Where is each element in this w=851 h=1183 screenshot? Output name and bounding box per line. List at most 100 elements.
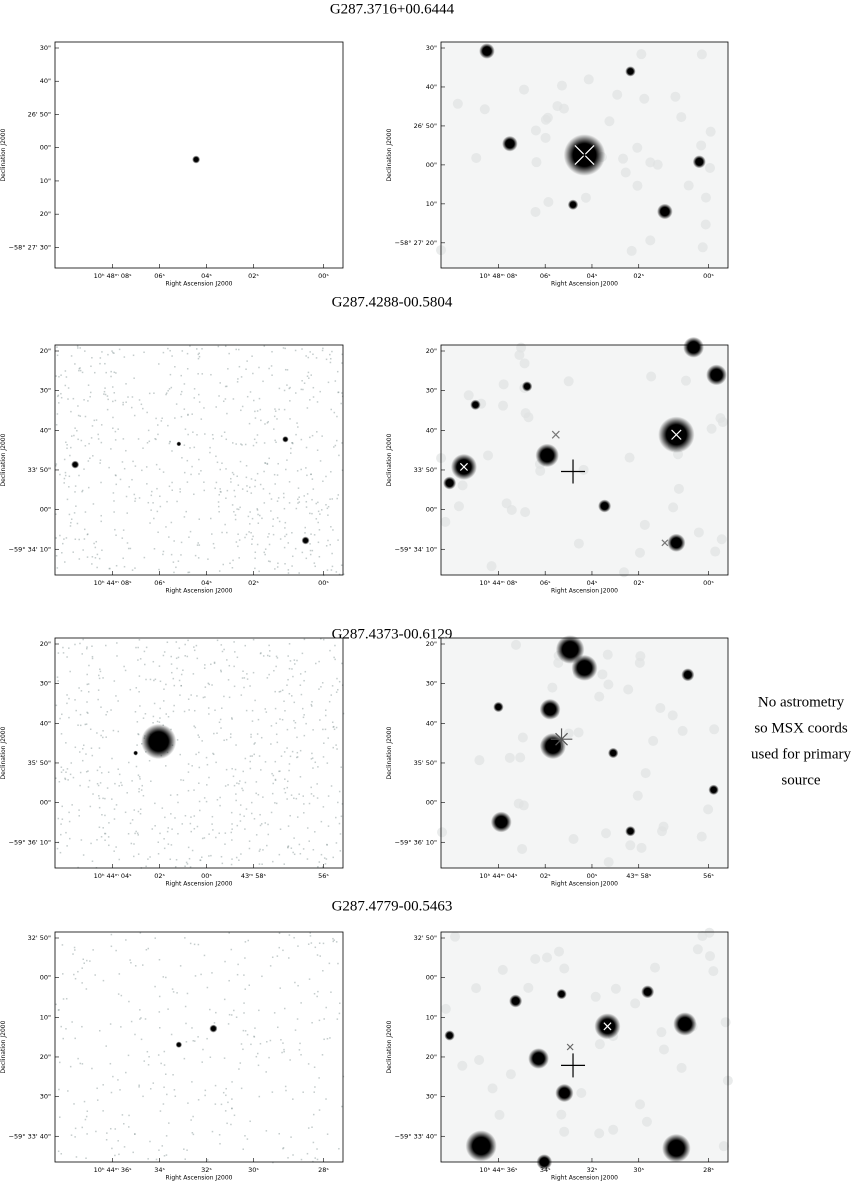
noise xyxy=(147,1064,150,1066)
faint-source xyxy=(636,842,647,853)
noise xyxy=(335,941,338,943)
noise xyxy=(271,350,273,353)
noise xyxy=(209,1056,212,1058)
y-tick-label: 20" xyxy=(40,1053,51,1061)
faint-source xyxy=(594,691,605,702)
noise xyxy=(312,1141,315,1144)
noise xyxy=(238,782,240,785)
noise xyxy=(269,965,272,967)
noise xyxy=(102,730,104,732)
noise xyxy=(148,392,151,395)
noise xyxy=(87,786,90,788)
noise xyxy=(249,767,252,770)
source xyxy=(555,1083,574,1103)
noise xyxy=(118,773,121,776)
noise xyxy=(231,828,233,830)
noise xyxy=(153,392,155,394)
noise xyxy=(302,716,305,719)
noise xyxy=(133,855,135,858)
noise xyxy=(137,733,140,736)
faint-source xyxy=(594,1039,605,1050)
faint-source xyxy=(471,983,482,994)
faint-source xyxy=(556,80,567,91)
noise xyxy=(184,643,186,646)
noise xyxy=(301,652,304,655)
noise xyxy=(228,1013,231,1016)
source xyxy=(444,1030,455,1041)
faint-source xyxy=(658,1044,669,1055)
noise xyxy=(273,473,276,476)
noise xyxy=(141,469,143,472)
noise xyxy=(283,700,285,703)
noise xyxy=(321,349,324,352)
noise xyxy=(320,820,323,823)
faint-source xyxy=(677,725,688,736)
noise xyxy=(251,720,254,722)
noise xyxy=(70,355,73,357)
noise xyxy=(184,814,187,817)
y-tick-label: 20" xyxy=(40,640,51,648)
faint-source xyxy=(676,1062,687,1073)
noise xyxy=(122,438,125,440)
noise xyxy=(300,388,303,391)
noise xyxy=(76,522,79,525)
noise xyxy=(311,512,313,515)
noise xyxy=(81,747,84,750)
noise xyxy=(74,427,76,429)
noise xyxy=(215,455,217,458)
x-tick-label: 00ˢ xyxy=(201,872,212,880)
noise xyxy=(66,444,68,446)
noise xyxy=(99,782,102,784)
faint-source xyxy=(670,91,681,102)
noise xyxy=(121,461,124,463)
source xyxy=(301,536,310,545)
faint-source xyxy=(568,833,579,844)
noise xyxy=(104,387,106,389)
noise xyxy=(248,422,251,425)
y-tick-label: 30" xyxy=(40,387,51,395)
noise xyxy=(87,683,90,685)
noise xyxy=(72,776,75,779)
noise xyxy=(193,649,196,652)
noise xyxy=(180,390,183,393)
noise xyxy=(309,436,311,439)
noise xyxy=(189,942,192,945)
faint-source xyxy=(635,1099,646,1110)
noise xyxy=(312,1113,315,1116)
noise xyxy=(172,1074,174,1076)
noise xyxy=(92,503,95,505)
y-tick-label: 40" xyxy=(426,426,437,434)
noise xyxy=(329,353,331,356)
y-tick-label: −58° 27' 30" xyxy=(9,243,51,251)
noise xyxy=(257,513,259,516)
faint-source xyxy=(693,527,704,538)
noise xyxy=(197,353,200,356)
faint-source xyxy=(610,983,621,994)
noise xyxy=(290,695,293,697)
noise xyxy=(193,1040,196,1042)
noise xyxy=(327,539,329,542)
marker-cross xyxy=(603,1022,612,1031)
noise xyxy=(270,743,272,745)
faint-source xyxy=(612,89,623,100)
noise xyxy=(245,464,248,467)
noise xyxy=(294,1029,297,1031)
noise xyxy=(287,846,289,848)
noise xyxy=(133,843,135,845)
noise xyxy=(231,1081,233,1083)
noise xyxy=(156,720,159,723)
noise xyxy=(111,1147,113,1150)
noise xyxy=(77,438,79,441)
x-tick-label: 10ʰ 44ᵐ 36ˢ xyxy=(94,1166,133,1174)
faint-source xyxy=(594,1128,605,1139)
noise xyxy=(181,457,183,459)
noise xyxy=(311,1126,313,1128)
noise xyxy=(220,855,223,858)
noise xyxy=(200,973,202,976)
noise xyxy=(211,433,214,436)
source xyxy=(282,436,289,443)
noise xyxy=(256,509,259,511)
noise xyxy=(180,541,183,544)
noise xyxy=(222,563,225,566)
noise xyxy=(279,987,281,989)
